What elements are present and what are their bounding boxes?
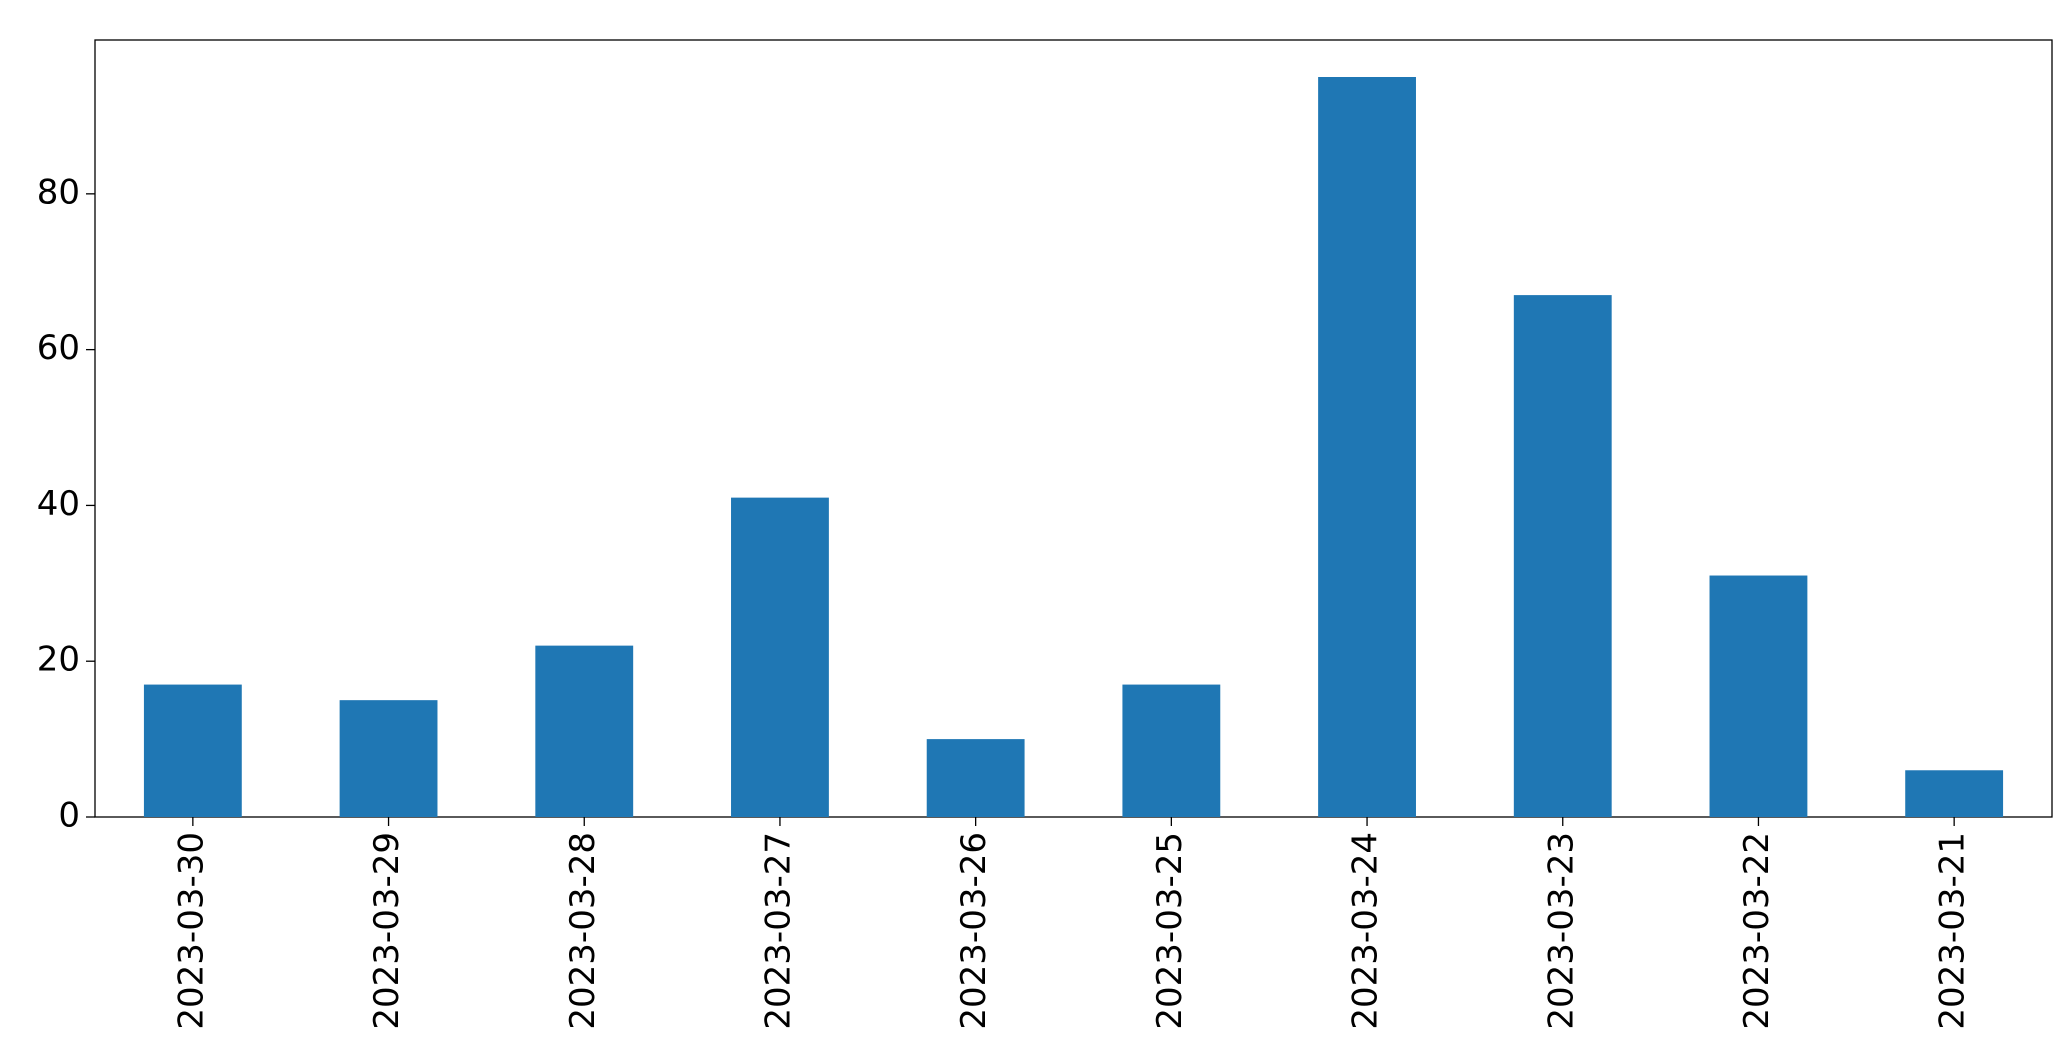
bar [1513,295,1612,818]
y-tick-label: 40 [37,484,80,524]
y-tick-label: 0 [58,796,80,836]
bar [339,700,438,817]
x-tick-label: 2023-03-23 [1541,832,1581,1030]
x-tick-label: 2023-03-22 [1737,832,1777,1030]
y-tick-label: 80 [37,172,80,212]
bar [731,497,829,817]
y-tick-label: 60 [37,328,80,368]
bar [1905,770,2004,817]
x-tick-label: 2023-03-27 [758,832,798,1030]
x-tick-label: 2023-03-26 [954,832,994,1030]
x-tick-label: 2023-03-21 [1933,832,1973,1030]
plot-frame [94,39,2053,818]
bar [1318,77,1416,817]
x-tick-label: 2023-03-25 [1150,832,1190,1030]
bar [926,739,1025,817]
bar [535,645,634,817]
x-tick-label: 2023-03-29 [367,832,407,1030]
bar [1122,684,1221,817]
bar [1709,575,1808,817]
x-tick-label: 2023-03-24 [1346,832,1386,1030]
bar [143,684,242,817]
x-tick-label: 2023-03-28 [563,832,603,1030]
x-tick-label: 2023-03-30 [171,832,211,1030]
y-tick-label: 20 [37,640,80,680]
